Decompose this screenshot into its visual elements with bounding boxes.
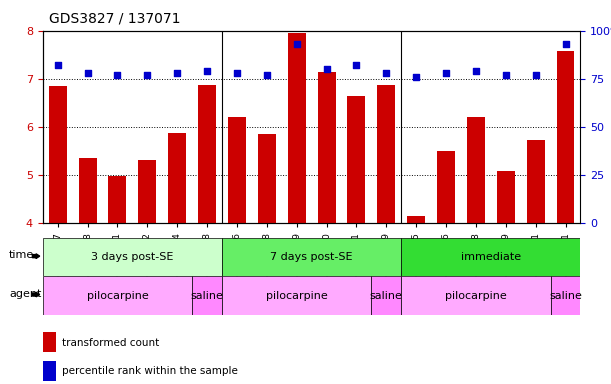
Point [441, 70, 451, 76]
Point [531, 72, 541, 78]
Text: pilocarpine: pilocarpine [445, 291, 507, 301]
Text: saline: saline [549, 291, 582, 301]
Bar [168, 133, 186, 223]
Point [262, 72, 272, 78]
Point [351, 62, 361, 68]
Point [411, 74, 421, 80]
Bar [318, 71, 335, 223]
Point [53, 62, 62, 68]
Point [501, 72, 511, 78]
Bar [497, 171, 514, 223]
FancyBboxPatch shape [551, 276, 580, 315]
Point [471, 68, 481, 74]
Bar [288, 33, 306, 223]
Text: 7 days post-SE: 7 days post-SE [270, 252, 353, 262]
FancyBboxPatch shape [401, 276, 551, 315]
FancyBboxPatch shape [43, 238, 222, 276]
FancyBboxPatch shape [401, 238, 580, 276]
Bar [43, 332, 56, 353]
Point [172, 70, 182, 76]
Text: agent: agent [9, 289, 42, 299]
Text: time: time [9, 250, 34, 260]
Bar [138, 161, 156, 223]
Point [381, 70, 391, 76]
Bar [258, 134, 276, 223]
FancyBboxPatch shape [43, 276, 192, 315]
Text: pilocarpine: pilocarpine [266, 291, 327, 301]
Bar [348, 96, 365, 223]
Text: pilocarpine: pilocarpine [87, 291, 148, 301]
Bar [79, 158, 97, 223]
Bar [109, 176, 126, 223]
Text: immediate: immediate [461, 252, 521, 262]
Point [292, 41, 302, 47]
Text: percentile rank within the sample: percentile rank within the sample [62, 366, 238, 376]
Bar [557, 51, 574, 223]
Bar [49, 86, 67, 223]
Point [232, 70, 242, 76]
Bar [43, 361, 56, 381]
FancyBboxPatch shape [371, 276, 401, 315]
Point [142, 72, 152, 78]
Bar [527, 140, 544, 223]
Bar [378, 85, 395, 223]
FancyBboxPatch shape [192, 276, 222, 315]
Point [82, 70, 92, 76]
Point [561, 41, 571, 47]
Text: saline: saline [370, 291, 403, 301]
Point [202, 68, 212, 74]
FancyBboxPatch shape [222, 238, 401, 276]
Bar [228, 117, 246, 223]
Text: saline: saline [191, 291, 224, 301]
Bar [198, 85, 216, 223]
Text: transformed count: transformed count [62, 338, 159, 348]
Bar [437, 151, 455, 223]
Text: 3 days post-SE: 3 days post-SE [91, 252, 174, 262]
Bar [407, 215, 425, 223]
Text: GDS3827 / 137071: GDS3827 / 137071 [49, 12, 180, 25]
Point [321, 66, 331, 72]
Bar [467, 117, 485, 223]
Point [112, 72, 122, 78]
FancyBboxPatch shape [222, 276, 371, 315]
